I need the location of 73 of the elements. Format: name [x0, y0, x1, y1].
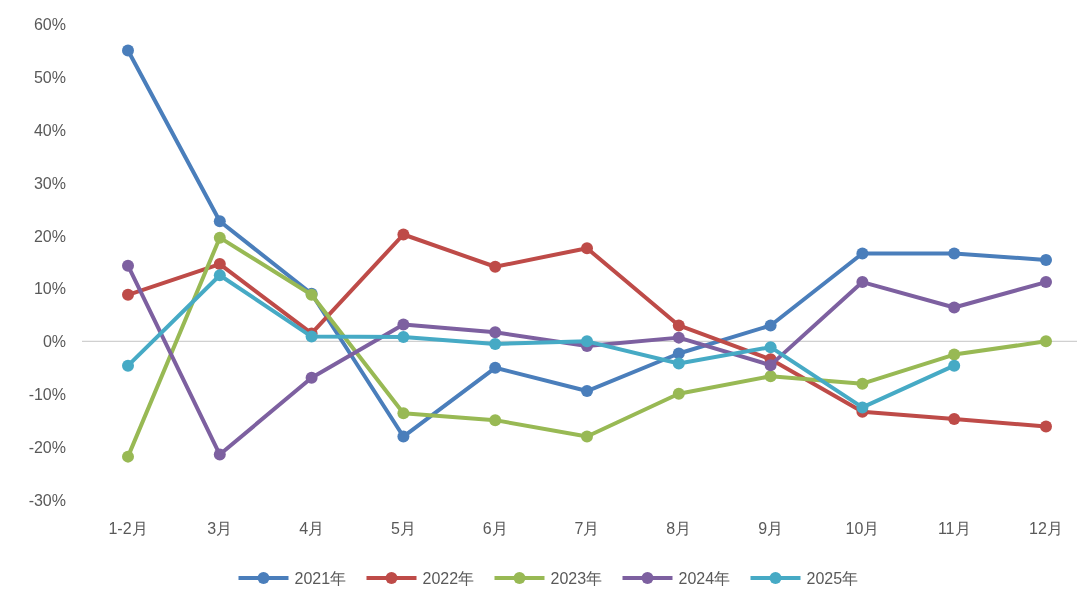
point: [122, 450, 134, 463]
point: [672, 319, 685, 332]
point: [672, 387, 685, 400]
point: [764, 341, 777, 354]
y-tick-label: -10%: [28, 386, 66, 404]
x-tick-label: 4月: [299, 520, 325, 537]
point: [856, 247, 869, 260]
point: [581, 430, 593, 443]
x-tick-label: 11月: [937, 520, 971, 537]
y-tick-label: -30%: [28, 492, 66, 509]
point: [397, 318, 410, 331]
point: [672, 357, 685, 370]
x-tick-label: 10月: [845, 520, 880, 537]
y-tick-label: 50%: [33, 68, 66, 86]
point: [948, 348, 961, 361]
legend-label: 2021年: [294, 570, 347, 587]
point: [948, 247, 961, 260]
point: [489, 337, 502, 350]
legend-label: 2023年: [550, 570, 603, 587]
point: [489, 260, 502, 273]
point: [856, 377, 869, 390]
x-tick-label: 8月: [666, 520, 692, 537]
point: [122, 259, 134, 272]
point: [764, 359, 777, 372]
point: [397, 407, 410, 420]
point: [581, 385, 593, 398]
point: [764, 370, 777, 383]
legend-label: 2025年: [806, 570, 859, 587]
point: [397, 331, 410, 344]
point: [1040, 420, 1052, 433]
y-tick-label: 0%: [42, 333, 66, 351]
point: [948, 413, 961, 426]
y-tick-label: -20%: [28, 439, 66, 457]
x-tick-label: 12月: [1029, 520, 1063, 537]
x-tick-label: 5月: [390, 520, 416, 537]
point: [1040, 276, 1052, 289]
y-tick-label: 10%: [33, 280, 66, 298]
y-tick-label: 40%: [33, 121, 66, 139]
legend-label: 2022年: [422, 570, 475, 587]
y-tick-label: 30%: [33, 174, 66, 192]
point: [122, 288, 134, 301]
point: [672, 331, 685, 344]
point: [122, 359, 134, 372]
point: [489, 326, 502, 339]
x-tick-label: 7月: [574, 520, 600, 537]
x-tick-label: 9月: [758, 520, 784, 537]
point: [213, 231, 226, 244]
point: [672, 347, 685, 360]
point: [1040, 253, 1052, 266]
point: [581, 335, 593, 348]
point: [213, 448, 226, 461]
point: [856, 276, 869, 289]
y-tick-label: 20%: [33, 227, 66, 245]
point: [213, 269, 226, 282]
point: [856, 401, 869, 414]
point: [948, 359, 961, 372]
legend-label: 2024年: [678, 570, 731, 587]
point: [948, 301, 961, 314]
y-tick-label: 60%: [33, 16, 66, 33]
point: [213, 215, 226, 228]
x-tick-label: 1-2月: [108, 520, 148, 537]
point: [122, 44, 134, 57]
point: [397, 228, 410, 241]
point: [764, 319, 777, 332]
point: [581, 242, 593, 255]
point: [489, 361, 502, 374]
point: [1040, 335, 1052, 348]
point: [489, 414, 502, 427]
x-tick-label: 3月: [207, 520, 233, 537]
point: [397, 430, 410, 443]
point: [305, 371, 318, 384]
x-tick-label: 6月: [482, 520, 508, 537]
point: [213, 258, 226, 271]
